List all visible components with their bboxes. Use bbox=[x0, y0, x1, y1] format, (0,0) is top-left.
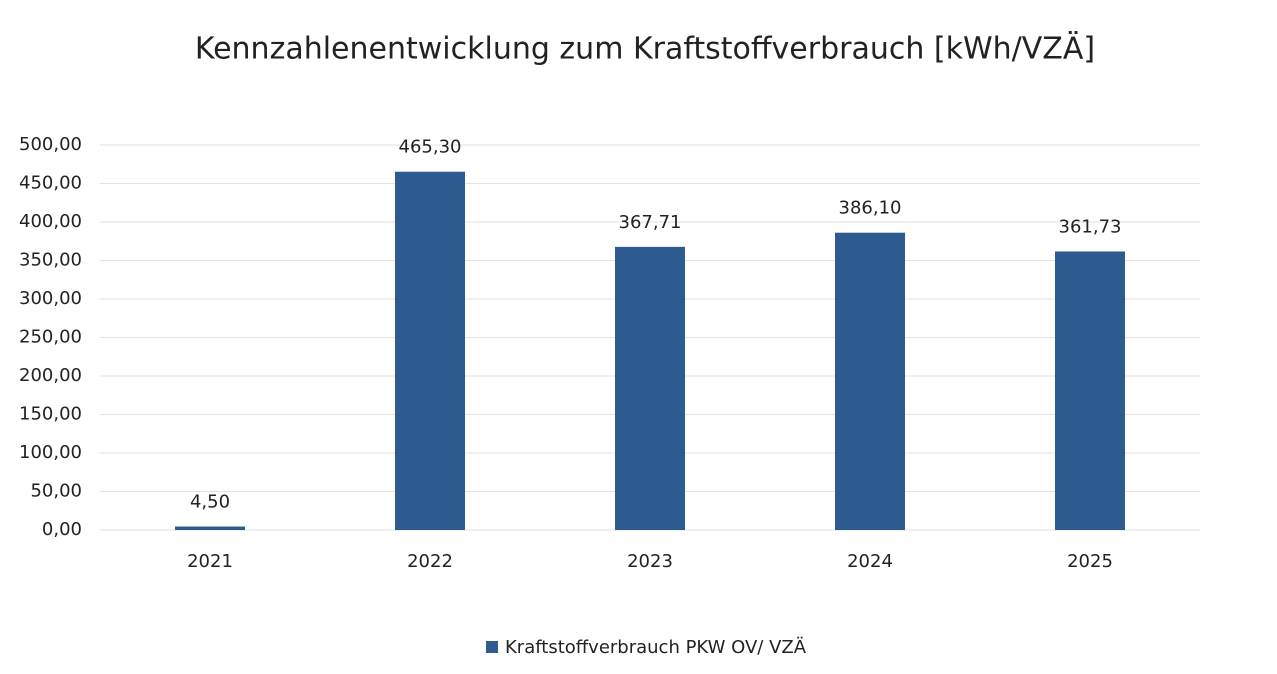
data-label: 361,73 bbox=[1059, 216, 1122, 237]
bar bbox=[1055, 251, 1125, 530]
legend-swatch bbox=[486, 641, 498, 653]
y-tick-label: 200,00 bbox=[19, 365, 82, 386]
bar bbox=[835, 232, 905, 530]
y-tick-label: 100,00 bbox=[19, 442, 82, 463]
y-tick-label: 500,00 bbox=[19, 134, 82, 155]
x-tick-label: 2021 bbox=[187, 551, 233, 572]
y-tick-label: 300,00 bbox=[19, 288, 82, 309]
chart-title: Kennzahlenentwicklung zum Kraftstoffverb… bbox=[195, 31, 1095, 67]
x-tick-label: 2023 bbox=[627, 551, 673, 572]
x-tick-label: 2022 bbox=[407, 551, 453, 572]
y-tick-label: 350,00 bbox=[19, 250, 82, 271]
legend-label: Kraftstoffverbrauch PKW OV/ VZÄ bbox=[505, 637, 807, 658]
data-label: 367,71 bbox=[619, 212, 682, 233]
y-tick-label: 50,00 bbox=[30, 481, 82, 502]
bar bbox=[615, 246, 685, 531]
data-label: 465,30 bbox=[399, 137, 462, 158]
y-tick-label: 0,00 bbox=[42, 519, 82, 540]
bar bbox=[175, 526, 245, 530]
data-label: 4,50 bbox=[190, 492, 230, 513]
y-tick-label: 250,00 bbox=[19, 327, 82, 348]
data-label: 386,10 bbox=[839, 198, 902, 219]
bar bbox=[395, 171, 465, 530]
y-tick-label: 450,00 bbox=[19, 173, 82, 194]
y-tick-label: 150,00 bbox=[19, 404, 82, 425]
x-tick-label: 2024 bbox=[847, 551, 893, 572]
x-tick-label: 2025 bbox=[1067, 551, 1113, 572]
y-tick-label: 400,00 bbox=[19, 211, 82, 232]
